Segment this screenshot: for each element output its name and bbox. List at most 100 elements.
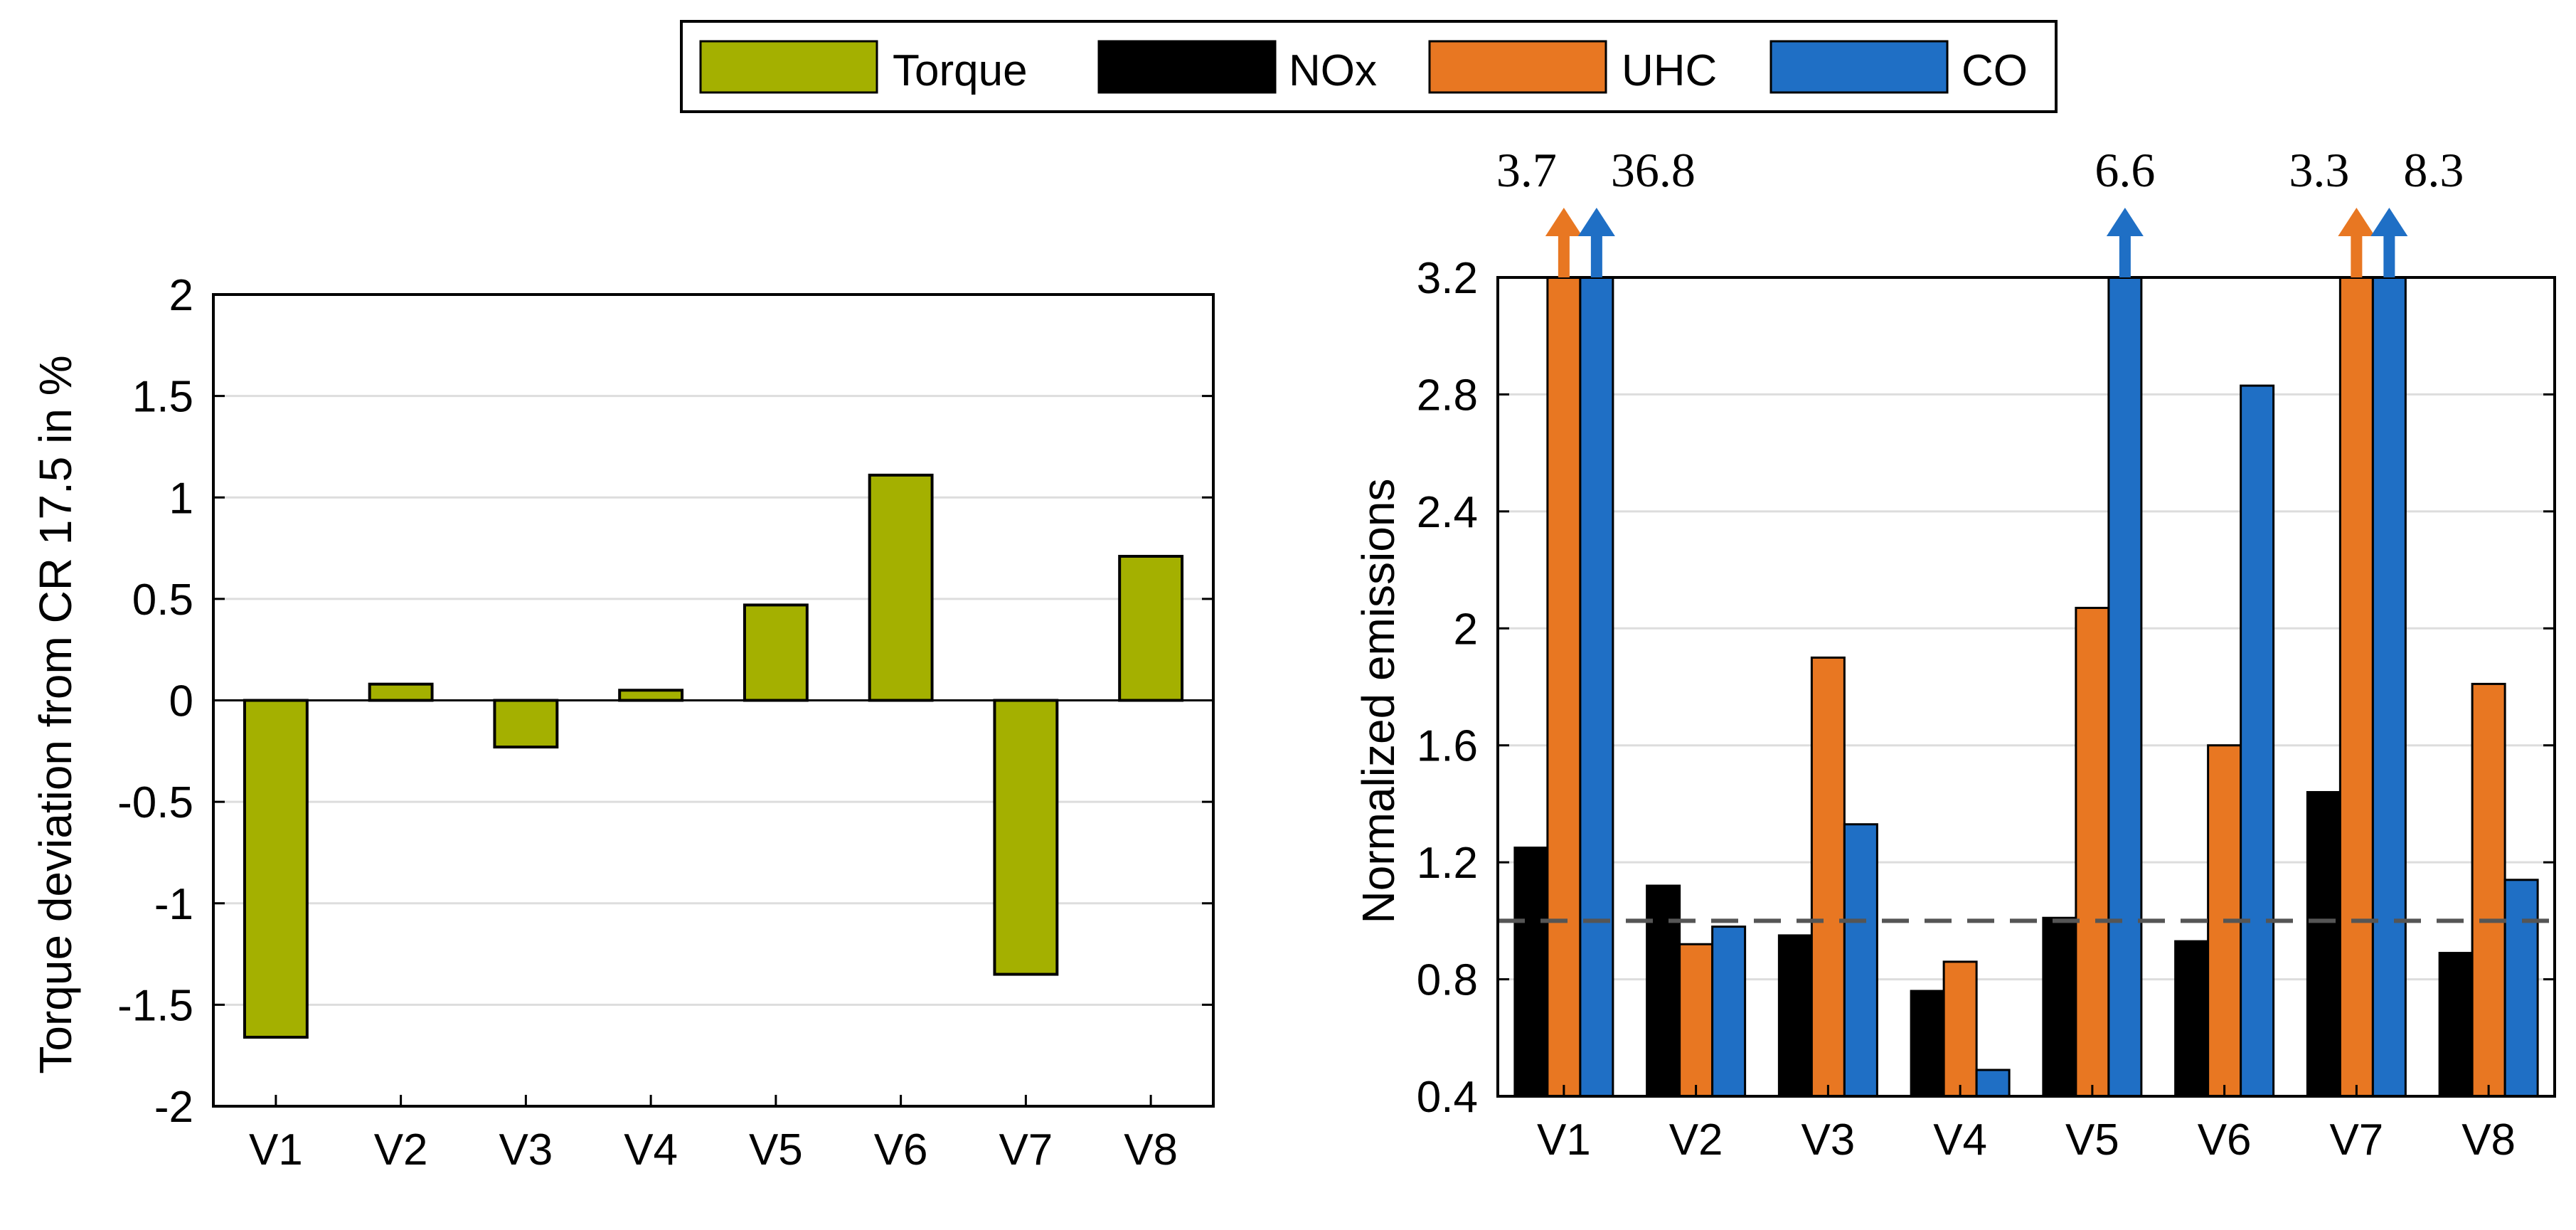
emissions-y-tick-label: 1.6 [1417, 722, 1478, 771]
legend-swatch-co [1769, 40, 1949, 94]
torque-x-tick-label-v4: V4 [624, 1125, 678, 1175]
overflow-arrow-shaft-co-v7 [2383, 233, 2395, 277]
overflow-label-co-v7: 8.3 [2403, 143, 2464, 197]
emissions-bar-co-v4 [1975, 1069, 2011, 1098]
torque-y-tick-label: -1 [154, 880, 193, 929]
emissions-y-tick-label: 1.2 [1417, 839, 1478, 888]
emissions-bar-co-v2 [1711, 926, 1747, 1098]
overflow-arrow-shaft-uhc-v7 [2351, 233, 2363, 277]
emissions-bar-uhc-v3 [1810, 656, 1846, 1098]
overflow-arrow-shaft-uhc-v1 [1558, 233, 1570, 277]
torque-x-tick-label-v8: V8 [1124, 1125, 1178, 1175]
emissions-bar-uhc-v7 [2338, 276, 2374, 1098]
emissions-bar-nox-v5 [2042, 916, 2077, 1098]
emissions-bar-co-v8 [2503, 879, 2539, 1098]
emissions-bar-nox-v8 [2438, 952, 2474, 1098]
emissions-bar-co-v3 [1843, 823, 1878, 1098]
emissions-bar-co-v6 [2240, 384, 2275, 1098]
overflow-label-uhc-v1: 3.7 [1496, 143, 1557, 197]
emissions-bar-co-v5 [2107, 276, 2143, 1098]
legend-swatch-nox [1097, 40, 1277, 94]
torque-y-tick-label: -2 [154, 1083, 193, 1132]
torque-bar-v8 [1118, 554, 1184, 702]
emissions-chart-x-ticks: V1 V2 V3 V4 V5 V6 V7 V8 [1537, 1085, 2516, 1165]
emissions-y-tick-label: 0.8 [1417, 956, 1478, 1005]
emissions-bar-uhc-v2 [1678, 943, 1714, 1098]
overflow-arrow-head-uhc-v7 [2338, 208, 2375, 236]
legend-label-co: CO [1962, 46, 2028, 95]
overflow-arrow-shaft-co-v1 [1590, 233, 1602, 277]
emissions-bar-uhc-v8 [2471, 682, 2506, 1098]
overflow-arrow-head-co-v5 [2106, 208, 2144, 236]
torque-chart-y-label: Torque deviation from CR 17.5 in % [30, 355, 81, 1073]
emissions-chart: 0.40.81.21.622.42.83.2 V1 V2 V3 V4 V5 V6 V7 V8 … [1353, 143, 2556, 1165]
torque-bar-v3 [493, 699, 559, 749]
torque-x-tick-label-v3: V3 [499, 1125, 553, 1175]
torque-chart-x-ticks: V1 V2 V3 V4 V5 V6 V7 V8 [249, 1095, 1178, 1175]
overflow-arrow-shaft-co-v5 [2119, 233, 2131, 277]
torque-bar-v4 [618, 689, 684, 702]
torque-bar-v1 [243, 699, 309, 1039]
torque-x-tick-label-v5: V5 [749, 1125, 803, 1175]
overflow-label-co-v1: 36.8 [1611, 143, 1696, 197]
torque-y-tick-label: 1.5 [132, 373, 193, 422]
torque-x-tick-label-v2: V2 [374, 1125, 428, 1175]
emissions-x-tick-label-v4: V4 [1933, 1115, 1987, 1165]
torque-y-tick-label: 1 [169, 474, 193, 523]
torque-x-tick-label-v6: V6 [874, 1125, 928, 1175]
emissions-chart-bars [1513, 276, 2539, 1098]
torque-chart-bars [243, 473, 1184, 1039]
emissions-bar-uhc-v4 [1942, 960, 1978, 1098]
torque-y-tick-label: 0.5 [132, 576, 193, 625]
legend: Torque NOx UHC CO [680, 20, 2058, 113]
emissions-chart-frame [1496, 276, 2556, 1098]
emissions-chart-y-label: Normalized emissions [1353, 479, 1404, 924]
emissions-y-tick-label: 2.4 [1417, 488, 1478, 537]
legend-label-torque: Torque [893, 46, 1028, 95]
torque-y-tick-label: 0 [169, 677, 193, 726]
emissions-x-tick-label-v3: V3 [1801, 1115, 1855, 1165]
emissions-bar-uhc-v5 [2075, 607, 2110, 1098]
emissions-overflow-annotations: 3.7 36.8 6.6 3.3 8.3 [1496, 143, 2464, 277]
overflow-label-co-v5: 6.6 [2095, 143, 2155, 197]
emissions-y-tick-label: 2.8 [1417, 371, 1478, 420]
torque-y-tick-label: -0.5 [117, 778, 193, 827]
torque-y-tick-label: -1.5 [117, 981, 193, 1030]
emissions-y-tick-label: 0.4 [1417, 1073, 1478, 1122]
emissions-bar-co-v7 [2371, 276, 2407, 1098]
emissions-bar-co-v1 [1579, 276, 1614, 1098]
torque-bar-v2 [368, 682, 434, 702]
emissions-chart-y-ticks: 0.4 0.8 1.2 1.6 2 2.4 2.8 3.2 [1417, 254, 2555, 1122]
torque-bar-v6 [868, 473, 934, 702]
emissions-bar-nox-v3 [1777, 934, 1813, 1098]
overflow-arrow-head-co-v1 [1577, 208, 1615, 236]
emissions-x-tick-label-v5: V5 [2065, 1115, 2119, 1165]
emissions-bar-nox-v4 [1910, 990, 1945, 1098]
legend-label-uhc: UHC [1622, 46, 1717, 95]
emissions-x-tick-label-v7: V7 [2329, 1115, 2383, 1165]
emissions-x-tick-label-v1: V1 [1537, 1115, 1591, 1165]
legend-label-nox: NOx [1289, 46, 1377, 95]
torque-bar-v5 [743, 603, 809, 702]
emissions-y-tick-label: 2 [1454, 605, 1478, 654]
legend-swatch-uhc [1428, 40, 1607, 94]
torque-x-tick-label-v7: V7 [999, 1125, 1053, 1175]
emissions-x-tick-label-v2: V2 [1669, 1115, 1723, 1165]
emissions-bar-nox-v2 [1646, 884, 1681, 1098]
overflow-label-uhc-v7: 3.3 [2289, 143, 2349, 197]
torque-y-tick-label: 2 [169, 271, 193, 320]
emissions-bar-uhc-v1 [1546, 276, 1582, 1098]
overflow-arrow-head-uhc-v1 [1545, 208, 1582, 236]
overflow-arrow-head-co-v7 [2370, 208, 2408, 236]
torque-chart-y-ticks: -2 -1.5 -1 -0.5 0 0.5 1 1.5 2 [117, 271, 1213, 1132]
torque-x-tick-label-v1: V1 [249, 1125, 303, 1175]
emissions-y-tick-label: 3.2 [1417, 254, 1478, 303]
emissions-x-tick-label-v8: V8 [2461, 1115, 2516, 1165]
emissions-bar-nox-v1 [1513, 847, 1549, 1098]
emissions-bar-nox-v6 [2174, 940, 2210, 1098]
legend-swatch-torque [699, 40, 878, 94]
torque-bar-v7 [993, 699, 1059, 976]
emissions-bar-nox-v7 [2306, 790, 2341, 1098]
